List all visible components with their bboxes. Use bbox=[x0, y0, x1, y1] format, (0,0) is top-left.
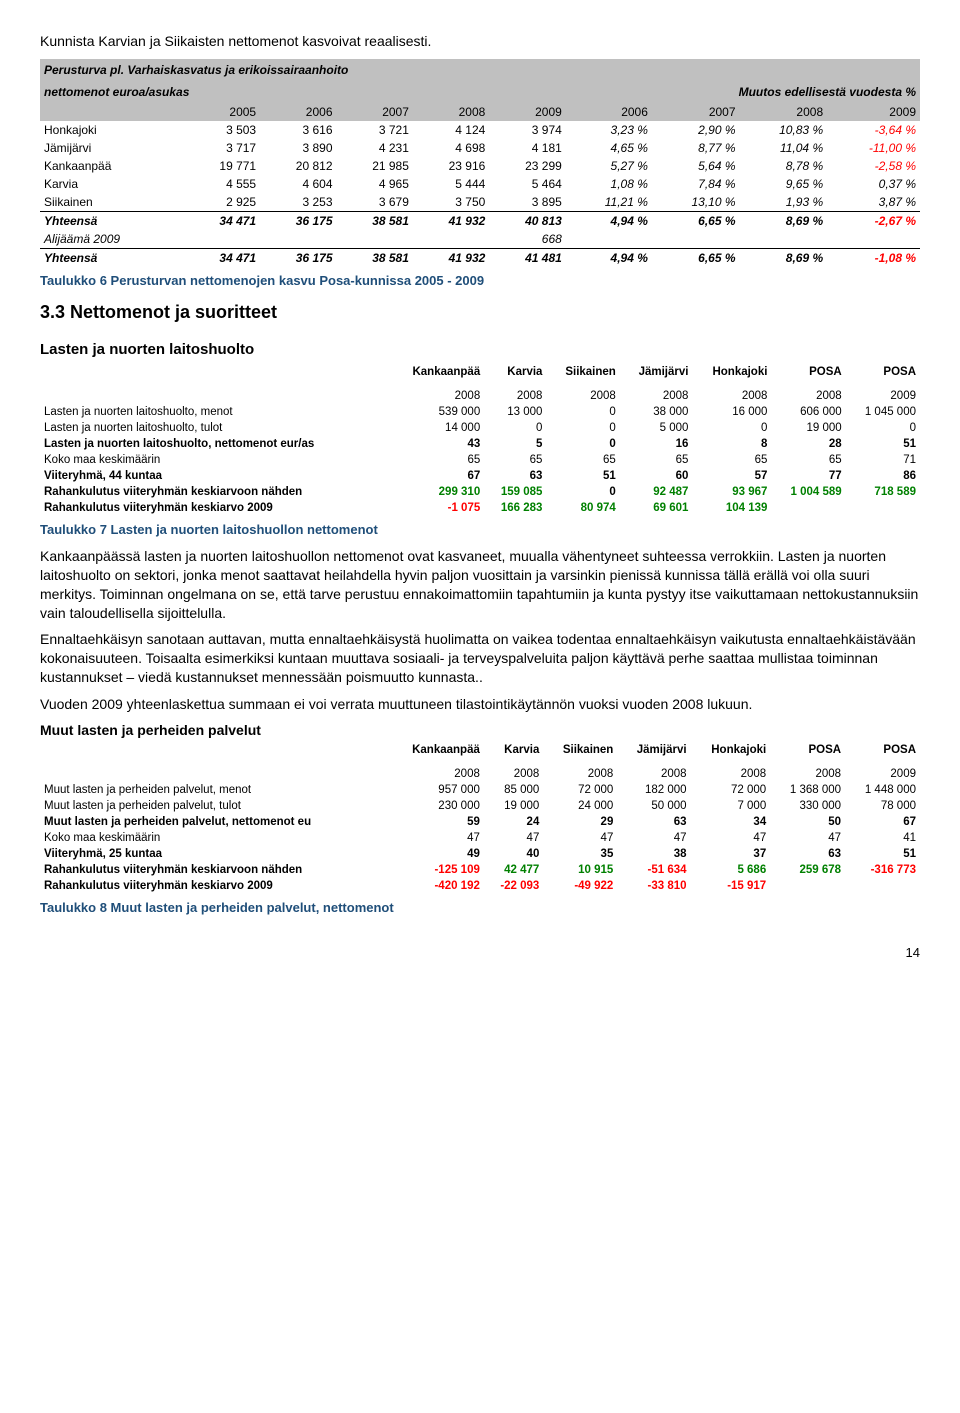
tbl6-right-label: Muutos edellisestä vuodesta % bbox=[566, 59, 920, 103]
bold-para: Muut lasten ja perheiden palvelut bbox=[40, 722, 920, 738]
para1: Kankaanpäässä lasten ja nuorten laitoshu… bbox=[40, 547, 920, 623]
table-row: Muut lasten ja perheiden palvelut, menot… bbox=[40, 782, 920, 798]
caption8: Taulukko 8 Muut lasten ja perheiden palv… bbox=[40, 900, 920, 915]
page-number: 14 bbox=[40, 945, 920, 960]
table-row: Viiteryhmä, 25 kuntaa49403538376351 bbox=[40, 846, 920, 862]
table-row: Muut lasten ja perheiden palvelut, tulot… bbox=[40, 798, 920, 814]
table-row: Lasten ja nuorten laitoshuolto, nettomen… bbox=[40, 436, 920, 452]
intro-line: Kunnista Karvian ja Siikaisten nettomeno… bbox=[40, 32, 920, 51]
table-row: Koko maa keskimäärin65656565656571 bbox=[40, 452, 920, 468]
table-row: Rahankulutus viiteryhmän keskiarvo 2009-… bbox=[40, 500, 920, 516]
table7: Kankaanpää Karvia Siikainen Jämijärvi Ho… bbox=[40, 364, 920, 516]
table-row: Honkajoki3 5033 6163 7214 1243 9743,23 %… bbox=[40, 121, 920, 139]
table-row: Lasten ja nuorten laitoshuolto, menot539… bbox=[40, 404, 920, 420]
tbl6-title-a: Perusturva pl. Varhaiskasvatus ja erikoi… bbox=[40, 59, 566, 81]
table-row: Viiteryhmä, 44 kuntaa67635160577786 bbox=[40, 468, 920, 484]
table-row: Kankaanpää19 77120 81221 98523 91623 299… bbox=[40, 157, 920, 175]
table6: Perusturva pl. Varhaiskasvatus ja erikoi… bbox=[40, 59, 920, 267]
table-row: Koko maa keskimäärin47474747474741 bbox=[40, 830, 920, 846]
para2: Ennaltaehkäisyn sanotaan auttavan, mutta… bbox=[40, 630, 920, 687]
table8: Kankaanpää Karvia Siikainen Jämijärvi Ho… bbox=[40, 742, 920, 894]
table-row: Lasten ja nuorten laitoshuolto, tulot14 … bbox=[40, 420, 920, 436]
table-row: Siikainen2 9253 2533 6793 7503 89511,21 … bbox=[40, 193, 920, 212]
para3: Vuoden 2009 yhteenlaskettua summaan ei v… bbox=[40, 695, 920, 714]
tbl6-title-b: nettomenot euroa/asukas bbox=[40, 81, 566, 103]
caption7: Taulukko 7 Lasten ja nuorten laitoshuoll… bbox=[40, 522, 920, 537]
table-row: Rahankulutus viiteryhmän keskiarvoon näh… bbox=[40, 484, 920, 500]
table-row: Rahankulutus viiteryhmän keskiarvoon näh… bbox=[40, 862, 920, 878]
caption6: Taulukko 6 Perusturvan nettomenojen kasv… bbox=[40, 273, 920, 288]
section-33: 3.3 Nettomenot ja suoritteet bbox=[40, 302, 920, 323]
table-row: Muut lasten ja perheiden palvelut, netto… bbox=[40, 814, 920, 830]
subhead-lasten: Lasten ja nuorten laitoshuolto bbox=[40, 341, 920, 358]
table-row: Jämijärvi3 7173 8904 2314 6984 1814,65 %… bbox=[40, 139, 920, 157]
table-row: Karvia4 5554 6044 9655 4445 4641,08 %7,8… bbox=[40, 175, 920, 193]
table-row: Rahankulutus viiteryhmän keskiarvo 2009-… bbox=[40, 878, 920, 894]
